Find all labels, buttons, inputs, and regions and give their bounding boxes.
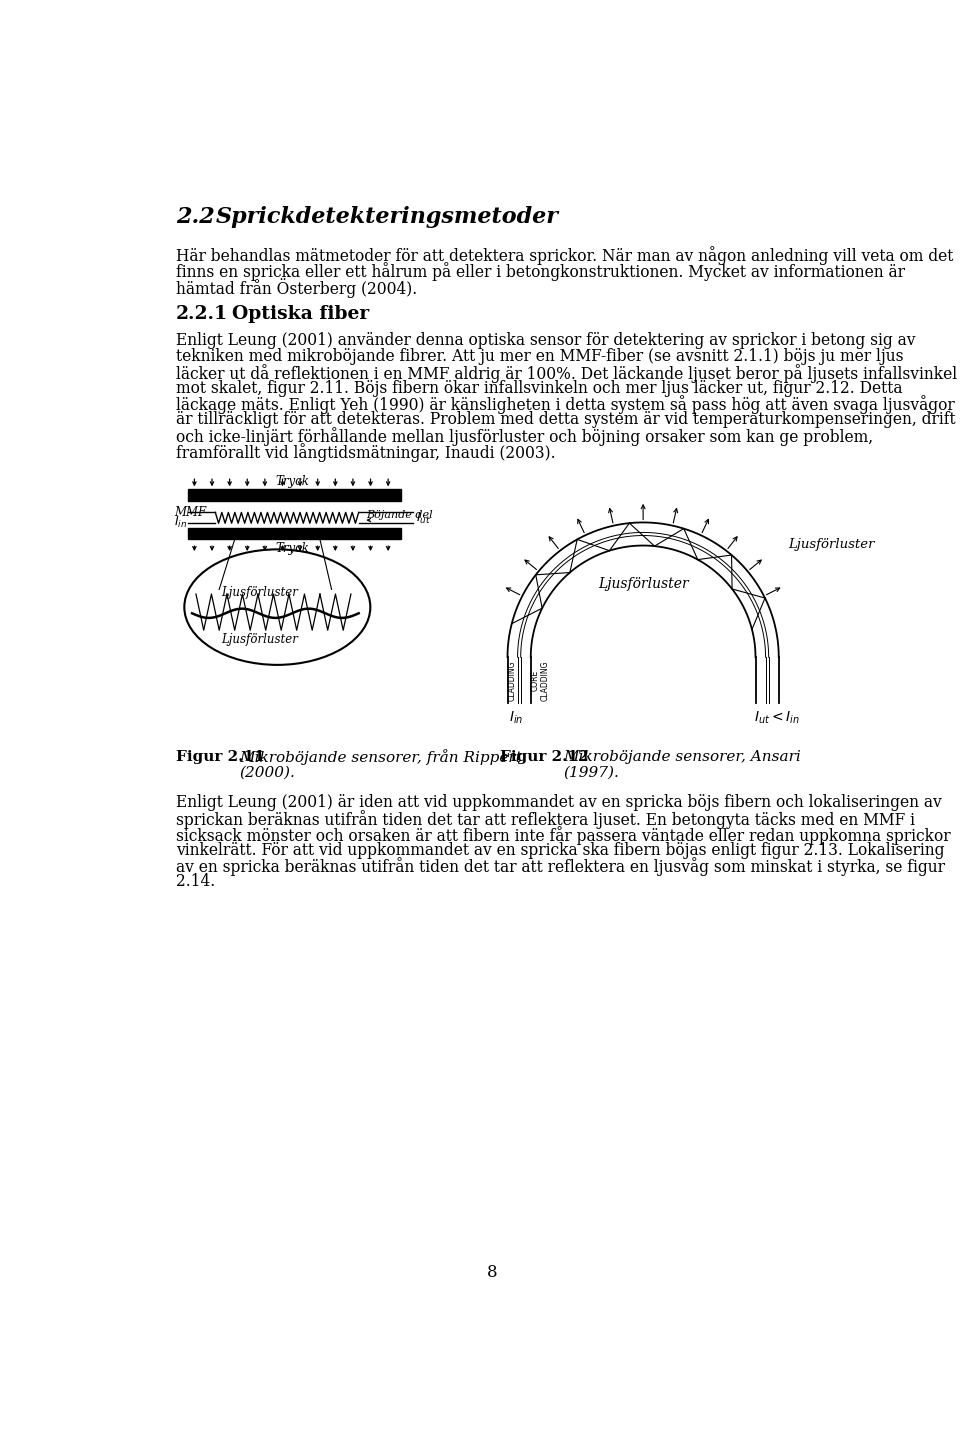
Text: (2000).: (2000). — [239, 766, 296, 779]
Text: mot skalet, figur 2.11. Böjs fibern ökar infallsvinkeln och mer ljus läcker ut, : mot skalet, figur 2.11. Böjs fibern ökar… — [176, 380, 902, 397]
Text: (1997).: (1997). — [564, 766, 619, 779]
Text: 8: 8 — [487, 1263, 497, 1280]
Text: Sprickdetekteringsmetoder: Sprickdetekteringsmetoder — [216, 206, 559, 228]
Text: tekniken med mikroböjande fibrer. Att ju mer en MMF-fiber (se avsnitt 2.1.1) böj: tekniken med mikroböjande fibrer. Att ju… — [176, 348, 903, 365]
Text: Figur 2.12: Figur 2.12 — [500, 750, 588, 764]
Text: MMF: MMF — [175, 506, 206, 519]
Text: är tillräckligt för att detekteras. Problem med detta system är vid temperaturko: är tillräckligt för att detekteras. Prob… — [176, 412, 955, 428]
Text: Tryck: Tryck — [276, 474, 310, 487]
Text: CLADDING: CLADDING — [508, 660, 516, 700]
Text: 2.2.1: 2.2.1 — [176, 304, 228, 322]
Text: läckage mäts. Enligt Yeh (1990) är känsligheten i detta system så pass hög att ä: läckage mäts. Enligt Yeh (1990) är känsl… — [176, 396, 954, 415]
Text: $I_{in}$: $I_{in}$ — [175, 515, 187, 531]
Text: Ljusförluster: Ljusförluster — [221, 586, 298, 599]
Text: Optiska fiber: Optiska fiber — [231, 304, 369, 322]
Text: Enligt Leung (2001) använder denna optiska sensor för detektering av sprickor i : Enligt Leung (2001) använder denna optis… — [176, 332, 915, 349]
Text: finns en spricka eller ett hålrum på eller i betongkonstruktionen. Mycket av inf: finns en spricka eller ett hålrum på ell… — [176, 262, 904, 281]
Text: $I_{in}$: $I_{in}$ — [509, 709, 523, 726]
Text: Mikroböjande sensorer, från Rippert: Mikroböjande sensorer, från Rippert — [239, 750, 522, 766]
Text: sprickan beräknas utifrån tiden det tar att reflektera ljuset. En betongyta täck: sprickan beräknas utifrån tiden det tar … — [176, 811, 915, 829]
Text: CLADDING: CLADDING — [540, 660, 549, 700]
Text: Figur 2.11: Figur 2.11 — [176, 750, 265, 764]
Text: CORE: CORE — [531, 670, 540, 690]
Text: hämtad från Österberg (2004).: hämtad från Österberg (2004). — [176, 278, 417, 297]
Text: $I_{ut}$: $I_{ut}$ — [416, 510, 431, 526]
Text: läcker ut då reflektionen i en MMF aldrig är 100%. Det läckande ljuset beror på : läcker ut då reflektionen i en MMF aldri… — [176, 364, 957, 383]
Text: Ljusförluster: Ljusförluster — [788, 538, 875, 551]
Text: Tryck: Tryck — [276, 542, 310, 555]
Text: framförallt vid långtidsmätningar, Inaudi (2003).: framförallt vid långtidsmätningar, Inaud… — [176, 442, 556, 461]
Text: och icke-linjärt förhållande mellan ljusförluster och böjning orsaker som kan ge: och icke-linjärt förhållande mellan ljus… — [176, 426, 873, 445]
Text: Ljusförluster: Ljusförluster — [598, 577, 688, 592]
Text: 2.2: 2.2 — [176, 206, 214, 228]
Polygon shape — [188, 528, 401, 539]
Text: Mikroböjande sensorer, Ansari: Mikroböjande sensorer, Ansari — [564, 750, 801, 764]
Text: Böjande del: Böjande del — [367, 510, 433, 521]
Text: $I_{ut} < I_{in}$: $I_{ut} < I_{in}$ — [754, 709, 800, 726]
Text: Enligt Leung (2001) är iden att vid uppkommandet av en spricka böjs fibern och l: Enligt Leung (2001) är iden att vid uppk… — [176, 795, 942, 811]
Text: sicksack mönster och orsaken är att fibern inte får passera väntade eller redan : sicksack mönster och orsaken är att fibe… — [176, 826, 950, 845]
Text: av en spricka beräknas utifrån tiden det tar att reflektera en ljusvåg som minsk: av en spricka beräknas utifrån tiden det… — [176, 857, 945, 876]
Text: Här behandlas mätmetoder för att detektera sprickor. När man av någon anledning : Här behandlas mätmetoder för att detekte… — [176, 247, 953, 265]
Text: Ljusförluster: Ljusförluster — [221, 632, 298, 645]
Polygon shape — [188, 489, 401, 500]
Text: 2.14.: 2.14. — [176, 873, 215, 890]
Text: vinkelrätt. För att vid uppkommandet av en spricka ska fibern böjas enligt figur: vinkelrätt. För att vid uppkommandet av … — [176, 841, 945, 858]
